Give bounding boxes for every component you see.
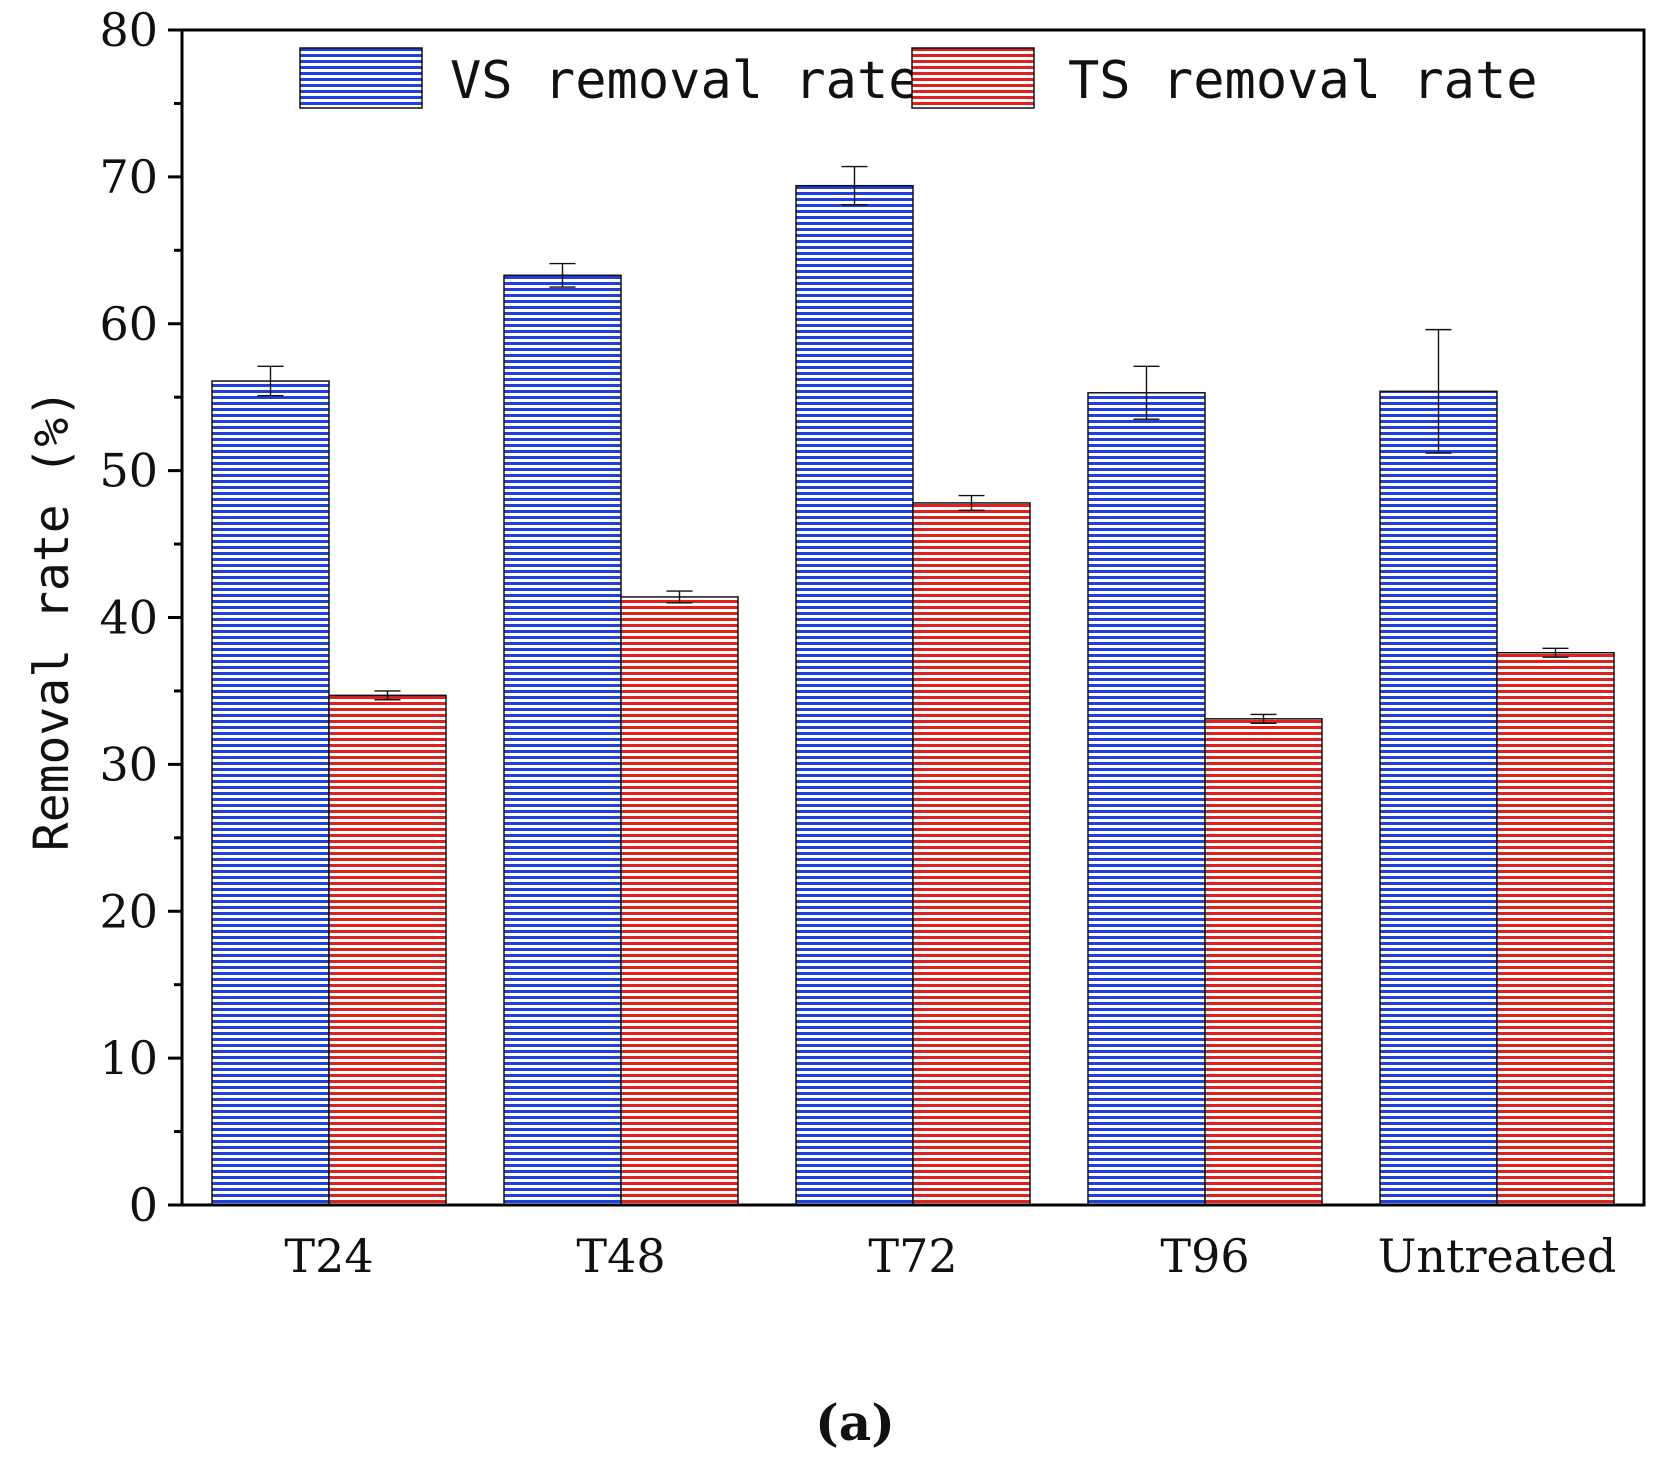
error-bar-ts-untreated xyxy=(1542,647,1569,658)
x-tick-label-t24: T24 xyxy=(284,1229,373,1283)
plot-frame xyxy=(180,28,1646,1207)
y-tick-label-70: 70 xyxy=(99,150,158,204)
bar-vs-t72 xyxy=(795,184,914,1206)
bar-ts-t96 xyxy=(1204,718,1323,1206)
error-bar-vs-t96 xyxy=(1133,365,1160,420)
error-bar-ts-t96 xyxy=(1250,713,1277,724)
error-bar-ts-t48 xyxy=(666,590,693,604)
bar-vs-t48 xyxy=(503,274,622,1206)
legend-swatch-vs xyxy=(299,47,423,109)
error-bar-ts-t24 xyxy=(374,690,401,701)
y-axis-label: Removal rate (%) xyxy=(24,389,80,851)
bar-ts-t48 xyxy=(620,596,739,1206)
bar-ts-t72 xyxy=(912,502,1031,1206)
y-tick-label-40: 40 xyxy=(99,591,158,645)
y-tick-label-10: 10 xyxy=(99,1031,158,1085)
legend-label-vs: VS removal rate xyxy=(450,51,920,111)
y-tick-label-80: 80 xyxy=(99,3,158,57)
y-tick-label-0: 0 xyxy=(129,1178,158,1232)
y-tick-label-20: 20 xyxy=(99,884,158,938)
figure-caption: (a) xyxy=(815,1393,895,1452)
bar-vs-untreated xyxy=(1379,390,1498,1206)
x-tick-label-t96: T96 xyxy=(1160,1229,1249,1283)
legend: VS removal rate TS removal rate xyxy=(299,47,1538,111)
bar-ts-t24 xyxy=(328,694,447,1206)
error-bar-vs-untreated xyxy=(1425,328,1452,454)
x-tick-label-untreated: Untreated xyxy=(1378,1229,1617,1283)
y-tick-label-50: 50 xyxy=(99,444,158,498)
y-tick-label-30: 30 xyxy=(99,737,158,791)
error-bar-vs-t24 xyxy=(257,365,284,397)
legend-swatch-ts xyxy=(911,47,1035,109)
bar-vs-t24 xyxy=(211,380,330,1206)
error-bar-ts-t72 xyxy=(958,494,985,511)
x-tick-label-t48: T48 xyxy=(576,1229,665,1283)
error-bar-vs-t72 xyxy=(841,165,868,206)
legend-label-ts: TS removal rate xyxy=(1068,51,1538,111)
x-tick-label-t72: T72 xyxy=(868,1229,957,1283)
bar-ts-untreated xyxy=(1496,652,1615,1206)
bar-vs-t96 xyxy=(1087,392,1206,1206)
y-tick-label-60: 60 xyxy=(99,297,158,351)
error-bar-vs-t48 xyxy=(549,262,576,288)
